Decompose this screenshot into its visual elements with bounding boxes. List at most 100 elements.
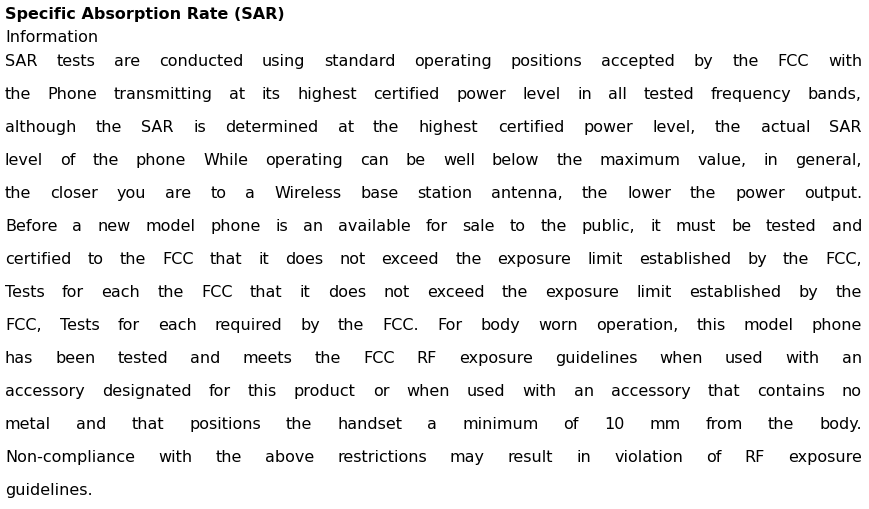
Text: tested: tested (765, 218, 816, 234)
Text: the: the (782, 251, 808, 267)
Text: of: of (563, 416, 578, 431)
Text: in: in (576, 87, 591, 102)
Text: below: below (491, 153, 539, 167)
Text: bands,: bands, (807, 87, 861, 102)
Text: level: level (5, 153, 43, 167)
Text: the: the (714, 120, 740, 135)
Text: 10: 10 (603, 416, 624, 431)
Text: the: the (767, 416, 793, 431)
Text: closer: closer (50, 186, 98, 201)
Text: power: power (583, 120, 633, 135)
Text: used: used (467, 383, 505, 398)
Text: you: you (117, 186, 146, 201)
Text: the: the (834, 285, 861, 299)
Text: does: does (285, 251, 322, 267)
Text: the: the (581, 186, 607, 201)
Text: must: must (675, 218, 715, 234)
Text: restrictions: restrictions (336, 449, 427, 464)
Text: in: in (576, 449, 591, 464)
Text: result: result (507, 449, 553, 464)
Text: exposure: exposure (787, 449, 861, 464)
Text: transmitting: transmitting (114, 87, 213, 102)
Text: for: for (425, 218, 447, 234)
Text: of: of (60, 153, 76, 167)
Text: conducted: conducted (158, 54, 242, 69)
Text: power: power (455, 87, 506, 102)
Text: an: an (841, 350, 861, 365)
Text: model: model (145, 218, 195, 234)
Text: a: a (72, 218, 83, 234)
Text: meets: meets (242, 350, 292, 365)
Text: required: required (215, 318, 282, 332)
Text: maximum: maximum (599, 153, 680, 167)
Text: FCC: FCC (162, 251, 193, 267)
Text: RF: RF (744, 449, 764, 464)
Text: FCC,: FCC, (5, 318, 42, 332)
Text: contains: contains (756, 383, 824, 398)
Text: been: been (56, 350, 96, 365)
Text: by: by (300, 318, 320, 332)
Text: While: While (203, 153, 248, 167)
Text: that: that (706, 383, 740, 398)
Text: antenna,: antenna, (491, 186, 562, 201)
Text: phone: phone (209, 218, 260, 234)
Text: exposure: exposure (545, 285, 619, 299)
Text: exceed: exceed (427, 285, 484, 299)
Text: sale: sale (461, 218, 494, 234)
Text: minimum: minimum (461, 416, 538, 431)
Text: certified: certified (5, 251, 71, 267)
Text: For: For (437, 318, 461, 332)
Text: by: by (693, 54, 713, 69)
Text: Information: Information (5, 30, 98, 45)
Text: tested: tested (643, 87, 693, 102)
Text: may: may (449, 449, 484, 464)
Text: the: the (454, 251, 481, 267)
Text: and: and (76, 416, 106, 431)
Text: accessory: accessory (610, 383, 690, 398)
Text: each: each (157, 318, 196, 332)
Text: RF: RF (416, 350, 436, 365)
Text: operating: operating (414, 54, 492, 69)
Text: at: at (229, 87, 245, 102)
Text: accessory: accessory (5, 383, 84, 398)
Text: SAR: SAR (5, 54, 37, 69)
Text: product: product (294, 383, 355, 398)
Text: the: the (689, 186, 715, 201)
Text: guidelines: guidelines (554, 350, 637, 365)
Text: the: the (119, 251, 146, 267)
Text: this: this (248, 383, 276, 398)
Text: a: a (427, 416, 437, 431)
Text: designated: designated (102, 383, 191, 398)
Text: level,: level, (652, 120, 695, 135)
Text: base: base (360, 186, 398, 201)
Text: the: the (5, 87, 31, 102)
Text: the: the (215, 449, 242, 464)
Text: Specific Absorption Rate (SAR): Specific Absorption Rate (SAR) (5, 7, 284, 22)
Text: guidelines.: guidelines. (5, 482, 92, 497)
Text: above: above (264, 449, 314, 464)
Text: has: has (5, 350, 33, 365)
Text: for: for (209, 383, 230, 398)
Text: does: does (328, 285, 366, 299)
Text: exceed: exceed (381, 251, 439, 267)
Text: violation: violation (614, 449, 682, 464)
Text: tested: tested (117, 350, 169, 365)
Text: each: each (102, 285, 140, 299)
Text: by: by (798, 285, 818, 299)
Text: established: established (638, 251, 730, 267)
Text: value,: value, (697, 153, 746, 167)
Text: the: the (96, 120, 122, 135)
Text: no: no (841, 383, 861, 398)
Text: from: from (705, 416, 742, 431)
Text: actual: actual (760, 120, 809, 135)
Text: that: that (249, 285, 282, 299)
Text: for: for (117, 318, 139, 332)
Text: Before: Before (5, 218, 57, 234)
Text: or: or (372, 383, 388, 398)
Text: using: using (262, 54, 305, 69)
Text: general,: general, (794, 153, 861, 167)
Text: highest: highest (297, 87, 356, 102)
Text: it: it (258, 251, 269, 267)
Text: mm: mm (648, 416, 680, 431)
Text: FCC,: FCC, (825, 251, 861, 267)
